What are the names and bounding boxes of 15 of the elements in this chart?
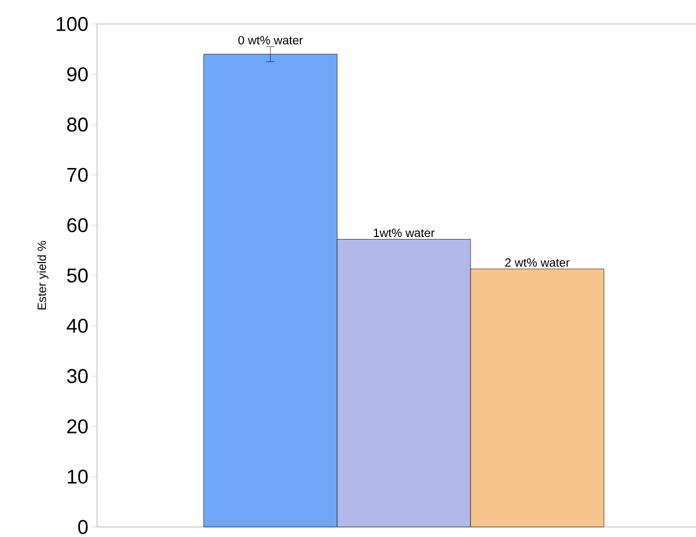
y-tick-label: 70 — [67, 168, 88, 182]
y-tick-label: 30 — [67, 369, 88, 384]
y-tick-label: 40 — [66, 318, 88, 333]
y-tick-label: 60 — [67, 218, 88, 232]
x-tick-label: 2 wt% water — [505, 258, 570, 267]
y-tick-label: 80 — [67, 118, 88, 132]
x-tick-label: 0 wt% water — [238, 36, 303, 44]
x-tick-label: 1wt% water — [374, 228, 435, 238]
y-tick-label: 10 — [68, 470, 88, 484]
y-tick-label: 100 — [56, 16, 88, 32]
y-tick-label: 0 — [78, 520, 88, 534]
y-tick-label: 90 — [67, 67, 88, 82]
y-axis-title: Ester yield % — [37, 241, 48, 310]
y-tick-label: 50 — [67, 268, 88, 283]
y-tick-label: 20 — [67, 419, 88, 434]
